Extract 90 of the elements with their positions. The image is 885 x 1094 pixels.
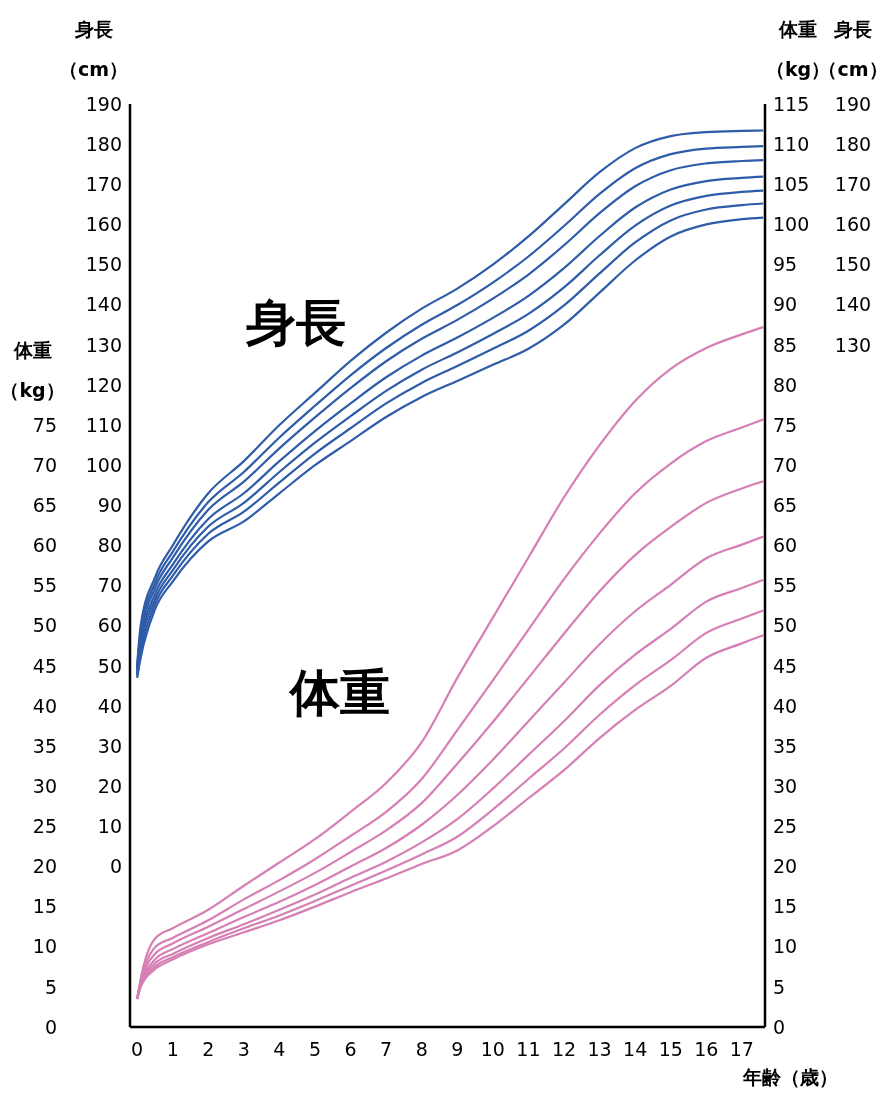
x-tick-label: 13 (587, 1038, 612, 1061)
y2-tick-label: 110 (773, 132, 810, 155)
text: 170 (834, 173, 872, 196)
x-tick-label: 14 (623, 1038, 648, 1061)
y3-tick-label: 0 (44, 1015, 57, 1038)
y-tick-label: 20 (97, 774, 122, 797)
y3-tick-label: 5 (44, 975, 57, 998)
y2-tick-label: 30 (773, 774, 798, 797)
text: 130 (834, 333, 872, 356)
x-tick-label: 16 (694, 1038, 719, 1061)
y-tick-label: 130 (85, 333, 122, 356)
text: 160 (834, 213, 872, 236)
y2-tick-label: 55 (773, 574, 798, 597)
y2-tick-label: 0 (773, 1015, 786, 1038)
y2-tick-label: 105 (773, 173, 810, 196)
y2-tick-label: 85 (773, 333, 798, 356)
y-tick-label: 0 (109, 855, 122, 878)
y-tick-label: 100 (85, 453, 122, 476)
y-tick-label: 110 (85, 413, 122, 436)
y-tick-label: 160 (85, 213, 122, 236)
y-tick-label: 140 (85, 293, 122, 316)
y2-tick-label: 40 (773, 694, 798, 717)
y-tick-label: 60 (97, 614, 122, 637)
y2-tick-label: 50 (773, 614, 798, 637)
y2-tick-label: 45 (773, 654, 798, 677)
y3-tick-label: 65 (32, 494, 57, 517)
x-tick-label: 2 (202, 1038, 215, 1061)
y-tick-label: 80 (97, 534, 122, 557)
annotation: 身長 (246, 294, 346, 352)
text: 180 (834, 132, 872, 155)
x-tick-label: 8 (415, 1038, 428, 1061)
y3-tick-label: 75 (32, 413, 57, 436)
x-axis-title: 年齢（歳） (741, 1066, 838, 1088)
y2-tick-label: 5 (773, 975, 786, 998)
y3-tick-label: 25 (32, 815, 57, 838)
y2-tick-label: 70 (773, 453, 798, 476)
y3-tick-label: 70 (32, 453, 57, 476)
text: 140 (834, 293, 872, 316)
x-tick-label: 10 (480, 1038, 505, 1061)
y3-tick-label: 60 (32, 534, 57, 557)
y2-tick-label: 10 (773, 935, 798, 958)
y-tick-label: 50 (97, 654, 122, 677)
y-tick-label: 150 (85, 253, 122, 276)
y3-tick-label: 40 (32, 694, 57, 717)
x-tick-label: 6 (344, 1038, 357, 1061)
y3-tick-label: 15 (32, 895, 57, 918)
y2-tick-label: 60 (773, 534, 798, 557)
y3-tick-label: 55 (32, 574, 57, 597)
annotation: 体重 (290, 664, 390, 722)
y2-tick-label: 95 (773, 253, 798, 276)
y3-tick-label: 45 (32, 654, 57, 677)
y-tick-label: 90 (97, 494, 122, 517)
x-tick-label: 7 (380, 1038, 393, 1061)
y3-axis-title: 体重（kg） (0, 339, 65, 402)
y2-tick-label: 100 (773, 213, 810, 236)
y-tick-label: 40 (97, 694, 122, 717)
x-tick-label: 3 (237, 1038, 250, 1061)
y-tick-label: 180 (85, 132, 122, 155)
y2-tick-label: 35 (773, 734, 798, 757)
x-tick-label: 12 (551, 1038, 577, 1061)
y2-tick-label: 115 (773, 92, 810, 115)
x-tick-label: 1 (166, 1038, 179, 1061)
x-tick-label: 15 (658, 1038, 683, 1061)
y2-tick-label: 15 (773, 895, 798, 918)
y3-tick-label: 10 (32, 935, 57, 958)
y3-tick-label: 35 (32, 734, 57, 757)
x-tick-label: 0 (131, 1038, 144, 1061)
text: 190 (834, 92, 872, 115)
x-tick-label: 5 (308, 1038, 322, 1061)
y3-tick-label: 30 (32, 774, 57, 797)
y3-tick-label: 20 (32, 855, 57, 878)
y-tick-label: 120 (85, 373, 122, 396)
y2-tick-label: 25 (773, 815, 798, 838)
y2-tick-label: 75 (773, 413, 798, 436)
y-tick-label: 70 (97, 574, 122, 597)
y2-tick-label: 80 (773, 373, 798, 396)
text: 150 (834, 253, 872, 276)
y-axis-title: 身長（cm） (58, 18, 129, 80)
y3-tick-label: 50 (32, 614, 57, 637)
y2-tick-label: 90 (773, 293, 798, 316)
y-tick-label: 170 (85, 173, 122, 196)
y-tick-label: 10 (97, 815, 122, 838)
x-tick-label: 9 (451, 1038, 464, 1061)
x-tick-label: 11 (516, 1038, 541, 1061)
x-tick-label: 17 (729, 1038, 754, 1061)
y-tick-label: 190 (85, 92, 122, 115)
y2-tick-label: 20 (773, 855, 798, 878)
y2-tick-label: 65 (773, 494, 798, 517)
x-tick-label: 4 (273, 1038, 286, 1061)
y-tick-label: 30 (97, 734, 122, 757)
